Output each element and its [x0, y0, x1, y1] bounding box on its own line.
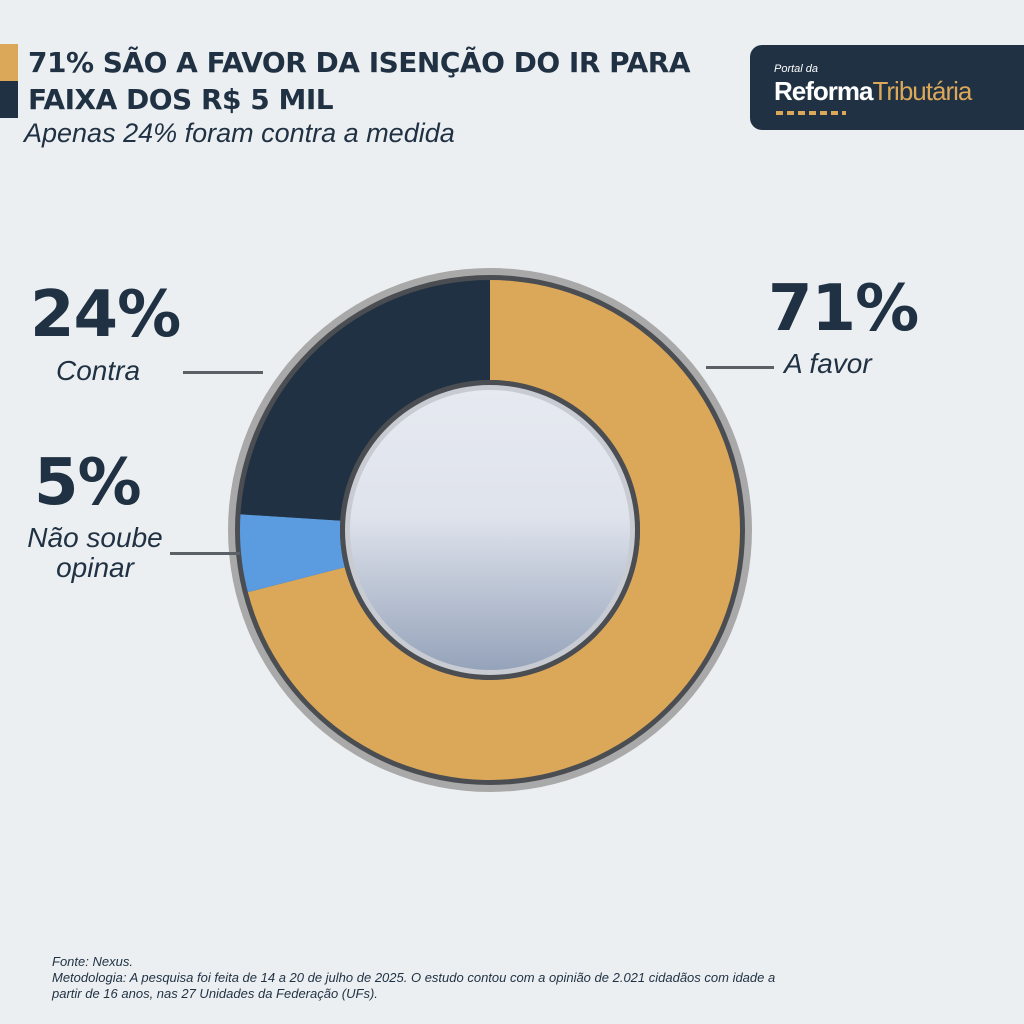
- title-accent-bar: [0, 44, 18, 118]
- donut-slice-contra: [240, 280, 490, 521]
- logo-light-text: Tributária: [872, 76, 972, 106]
- donut-slices: [240, 280, 741, 780]
- leader-line-contra: [183, 371, 263, 374]
- footer-methodology-line1: Metodologia: A pesquisa foi feita de 14 …: [52, 970, 776, 985]
- title-line-2: FAIXA DOS R$ 5 MIL: [28, 83, 334, 116]
- footer-source: Fonte: Nexus.: [52, 954, 133, 969]
- footer-methodology-line2: partir de 16 anos, nas 27 Unidades da Fe…: [52, 986, 378, 1001]
- slice-label-favor-pct: 71%: [768, 272, 919, 346]
- footer-notes: Fonte: Nexus. Metodologia: A pesquisa fo…: [52, 954, 952, 1002]
- logo-small-text: Portal da: [774, 63, 819, 75]
- slice-label-favor-text: A favor: [784, 348, 872, 379]
- leader-line-nao: [170, 552, 240, 555]
- title-accent-navy: [0, 81, 18, 118]
- page-subtitle: Apenas 24% foram contra a medida: [24, 118, 455, 148]
- slice-label-nao-text-line2: opinar: [56, 552, 134, 583]
- logo-dots: [776, 111, 846, 115]
- donut-slice-nao-soube-opinar: [240, 514, 345, 593]
- slice-label-nao-text: Não soube opinar: [10, 523, 180, 583]
- donut-hole: [350, 390, 630, 670]
- leader-line-favor: [706, 366, 774, 369]
- slice-label-contra-pct: 24%: [30, 278, 181, 352]
- logo-wordmark: ReformaTributária: [774, 76, 972, 107]
- logo-bold-text: Reforma: [774, 76, 873, 106]
- slice-label-nao-pct: 5%: [34, 446, 142, 520]
- title-accent-gold: [0, 44, 18, 81]
- title-line-1: 71% SÃO A FAVOR DA ISENÇÃO DO IR PARA: [28, 46, 691, 79]
- slice-label-nao-text-line1: Não soube: [27, 522, 163, 553]
- brand-logo: Portal da ReformaTributária: [750, 45, 1024, 130]
- page-title: 71% SÃO A FAVOR DA ISENÇÃO DO IR PARA FA…: [28, 44, 748, 118]
- slice-label-contra-text: Contra: [56, 355, 141, 386]
- donut-slice-a-favor: [247, 280, 741, 780]
